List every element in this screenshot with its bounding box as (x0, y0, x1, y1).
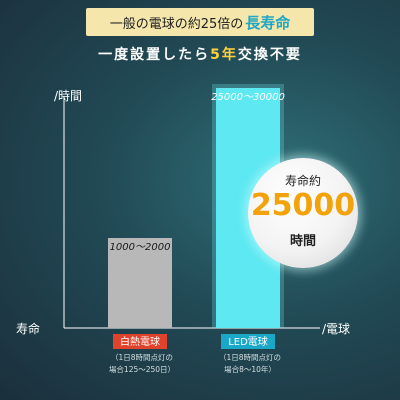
x-axis-label: /電球 (322, 322, 350, 336)
led-note-line: 場合8〜10年） (224, 365, 276, 374)
bar-value-label-led: 25000〜30000 (211, 92, 285, 103)
banner-highlight: 長寿命 (245, 13, 291, 32)
incandescent-note: （1日8時間点灯の 場合125〜250日） (97, 352, 187, 376)
bar-incandescent (108, 238, 172, 328)
category-tag-led (221, 334, 275, 349)
subtitle-suffix: 交換不要 (237, 47, 302, 63)
y-axis-label: /時間 (54, 89, 82, 103)
badge-value: 25000 (250, 188, 356, 223)
category-tag-incandescent (113, 334, 167, 349)
led-note: （1日8時間点灯の 場合8〜10年） (205, 352, 295, 376)
lifespan-badge: 寿命約 25000 時間 (248, 158, 358, 268)
led-note-line: （1日8時間点灯の (218, 353, 282, 362)
title-banner: 一般の電球の約25倍の 長寿命 (86, 8, 314, 36)
category-label-incandescent: 白熱電球 (120, 335, 160, 348)
axis-corner-label: 寿命 (16, 321, 40, 336)
banner-text: 一般の電球の約25倍の (109, 16, 244, 32)
subtitle-prefix: 一度設置したら (98, 47, 211, 63)
incandescent-note-line: 場合125〜250日） (108, 365, 176, 374)
bar-value-label-incandescent: 1000〜2000 (110, 242, 171, 253)
badge-top-text: 寿命約 (284, 174, 321, 188)
incandescent-note-line: （1日8時間点灯の (110, 353, 174, 362)
subtitle-highlight: 5年 (210, 47, 238, 63)
subtitle: 一度設置したら5年交換不要 (0, 44, 400, 64)
category-label-led: LED電球 (228, 335, 268, 348)
badge-unit: 時間 (289, 234, 316, 249)
